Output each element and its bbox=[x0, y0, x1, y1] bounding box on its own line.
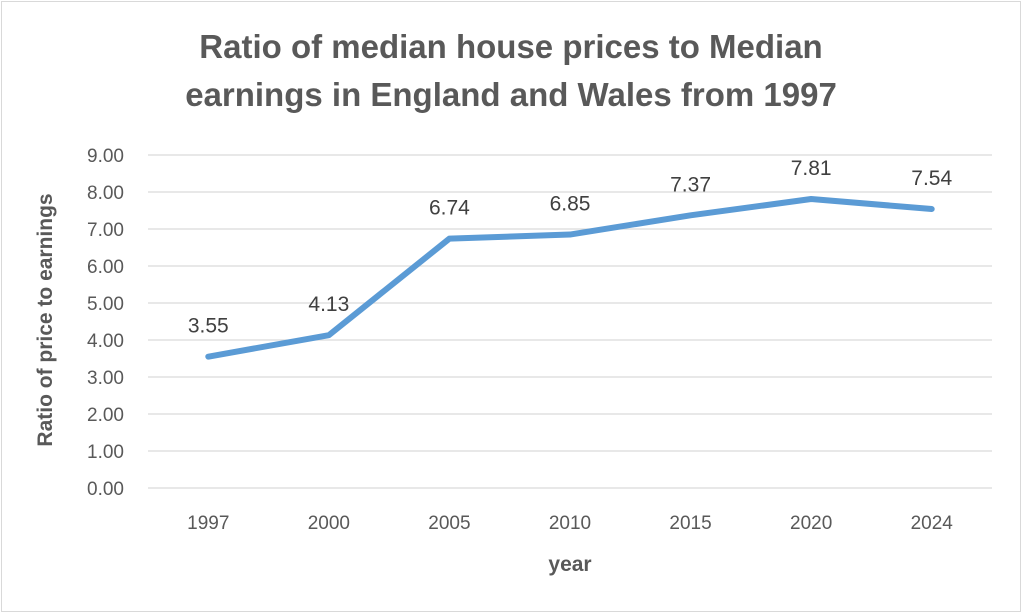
data-label: 7.81 bbox=[791, 157, 832, 180]
x-tick-label: 2000 bbox=[308, 513, 350, 534]
x-tick-label: 1997 bbox=[187, 513, 229, 534]
chart-title-line-2: earnings in England and Wales from 1997 bbox=[185, 76, 837, 113]
x-tick-label: 2010 bbox=[549, 513, 591, 534]
series-line bbox=[205, 196, 935, 360]
y-tick-label: 7.00 bbox=[87, 220, 124, 241]
y-tick-label: 5.00 bbox=[87, 294, 124, 315]
y-tick-label: 6.00 bbox=[87, 257, 124, 278]
y-tick-label: 0.00 bbox=[87, 479, 124, 500]
data-label: 6.85 bbox=[550, 193, 591, 216]
y-tick-label: 8.00 bbox=[87, 183, 124, 204]
y-tick-label: 1.00 bbox=[87, 442, 124, 463]
y-tick-label: 2.00 bbox=[87, 405, 124, 426]
data-label: 4.13 bbox=[308, 293, 349, 316]
chart-title-line-1: Ratio of median house prices to Median bbox=[199, 28, 822, 65]
y-tick-label: 9.00 bbox=[87, 146, 124, 167]
y-tick-label: 3.00 bbox=[87, 368, 124, 389]
y-axis-title: Ratio of price to earnings bbox=[34, 193, 57, 446]
data-label: 7.37 bbox=[670, 173, 711, 196]
data-label: 3.55 bbox=[188, 315, 229, 338]
x-tick-label: 2005 bbox=[428, 513, 470, 534]
y-tick-label: 4.00 bbox=[87, 331, 124, 352]
data-label: 6.74 bbox=[429, 197, 470, 220]
x-tick-label: 2024 bbox=[911, 513, 954, 534]
x-tick-label: 2015 bbox=[669, 513, 711, 534]
x-axis-title: year bbox=[548, 553, 591, 576]
data-label: 7.54 bbox=[911, 167, 952, 190]
x-tick-label: 2020 bbox=[790, 513, 832, 534]
